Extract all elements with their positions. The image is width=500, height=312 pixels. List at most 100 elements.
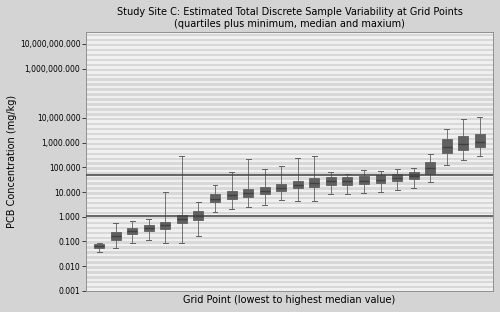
Bar [86, 259, 493, 261]
PathPatch shape [144, 225, 154, 231]
Bar [86, 241, 493, 244]
Bar [86, 96, 493, 98]
Bar [86, 269, 493, 271]
Bar [86, 192, 493, 195]
Bar [86, 177, 493, 180]
PathPatch shape [293, 181, 302, 188]
Bar [86, 41, 493, 44]
PathPatch shape [475, 134, 485, 147]
Bar [86, 34, 493, 37]
Bar [86, 165, 493, 167]
Bar [86, 46, 493, 49]
PathPatch shape [425, 162, 435, 174]
PathPatch shape [260, 187, 270, 194]
PathPatch shape [310, 178, 320, 187]
Bar [86, 150, 493, 153]
Bar [86, 175, 493, 177]
PathPatch shape [326, 177, 336, 185]
Bar [86, 37, 493, 39]
Bar [86, 239, 493, 241]
Bar [86, 207, 493, 209]
Bar [86, 160, 493, 163]
Bar [86, 266, 493, 269]
Bar [86, 232, 493, 234]
Bar [86, 187, 493, 190]
Bar [86, 214, 493, 217]
PathPatch shape [110, 232, 120, 240]
Bar [86, 219, 493, 222]
Bar [86, 217, 493, 219]
PathPatch shape [210, 194, 220, 202]
Bar [86, 106, 493, 108]
Bar [86, 51, 493, 54]
Bar [86, 123, 493, 125]
Bar [86, 199, 493, 202]
Bar [86, 71, 493, 74]
Bar [86, 288, 493, 291]
Bar [86, 91, 493, 93]
Bar [86, 103, 493, 106]
Bar [86, 135, 493, 138]
Bar [86, 279, 493, 281]
Bar [86, 284, 493, 286]
Bar [86, 49, 493, 51]
PathPatch shape [342, 177, 352, 185]
Bar [86, 140, 493, 143]
Bar [86, 44, 493, 46]
Bar [86, 138, 493, 140]
Bar [86, 115, 493, 118]
Bar [86, 261, 493, 264]
Bar [86, 61, 493, 64]
Bar [86, 185, 493, 187]
PathPatch shape [194, 211, 203, 220]
Bar [86, 244, 493, 246]
Bar [86, 224, 493, 227]
Bar [86, 118, 493, 120]
Bar [86, 130, 493, 133]
Bar [86, 227, 493, 229]
PathPatch shape [226, 191, 236, 198]
PathPatch shape [276, 184, 286, 191]
Bar [86, 153, 493, 155]
PathPatch shape [243, 189, 253, 197]
Bar [86, 101, 493, 103]
PathPatch shape [458, 136, 468, 150]
PathPatch shape [128, 228, 137, 233]
Bar [86, 74, 493, 76]
Bar [86, 274, 493, 276]
Bar [86, 212, 493, 214]
Bar [86, 32, 493, 34]
Bar [86, 158, 493, 160]
Bar [86, 93, 493, 96]
Bar [86, 113, 493, 115]
X-axis label: Grid Point (lowest to highest median value): Grid Point (lowest to highest median val… [184, 295, 396, 305]
Bar [86, 54, 493, 56]
Bar [86, 276, 493, 279]
Bar [86, 264, 493, 266]
Bar [86, 246, 493, 249]
Bar [86, 167, 493, 170]
Bar [86, 133, 493, 135]
PathPatch shape [442, 139, 452, 153]
Bar [86, 172, 493, 175]
Bar [86, 209, 493, 212]
PathPatch shape [408, 172, 418, 179]
Bar [86, 86, 493, 88]
Bar [86, 148, 493, 150]
Bar [86, 281, 493, 284]
Bar [86, 76, 493, 78]
Bar [86, 56, 493, 59]
Bar [86, 229, 493, 232]
Bar [86, 81, 493, 83]
Bar [86, 256, 493, 259]
Bar [86, 110, 493, 113]
Bar [86, 170, 493, 172]
Bar [86, 69, 493, 71]
Bar [86, 98, 493, 101]
Bar [86, 143, 493, 145]
Bar [86, 204, 493, 207]
Bar [86, 286, 493, 288]
Bar [86, 254, 493, 256]
Bar [86, 180, 493, 182]
Bar [86, 190, 493, 192]
